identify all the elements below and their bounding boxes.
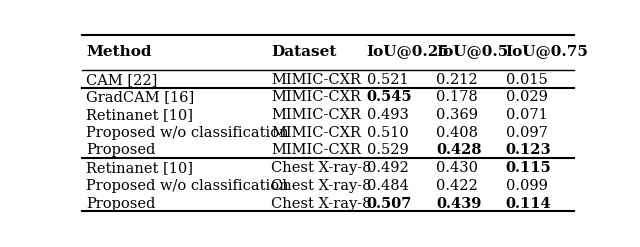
Text: MIMIC-CXR: MIMIC-CXR: [271, 126, 361, 140]
Text: 0.115: 0.115: [506, 161, 551, 175]
Text: MIMIC-CXR: MIMIC-CXR: [271, 73, 361, 87]
Text: 0.212: 0.212: [436, 73, 477, 87]
Text: IoU@0.75: IoU@0.75: [506, 44, 588, 59]
Text: Retinanet [10]: Retinanet [10]: [86, 108, 193, 122]
Text: 0.114: 0.114: [506, 197, 551, 210]
Text: Chest X-ray-8: Chest X-ray-8: [271, 161, 371, 175]
Text: 0.529: 0.529: [367, 144, 408, 157]
Text: Dataset: Dataset: [271, 44, 337, 59]
Text: IoU@0.5: IoU@0.5: [436, 44, 508, 59]
Text: 0.369: 0.369: [436, 108, 478, 122]
Text: 0.422: 0.422: [436, 179, 478, 193]
Text: MIMIC-CXR: MIMIC-CXR: [271, 90, 361, 104]
Text: Proposed w/o classification: Proposed w/o classification: [86, 126, 289, 140]
Text: GradCAM [16]: GradCAM [16]: [86, 90, 194, 104]
Text: 0.510: 0.510: [367, 126, 408, 140]
Text: 0.493: 0.493: [367, 108, 408, 122]
Text: 0.507: 0.507: [367, 197, 412, 210]
Text: IoU@0.25: IoU@0.25: [367, 44, 449, 59]
Text: 0.439: 0.439: [436, 197, 481, 210]
Text: 0.015: 0.015: [506, 73, 547, 87]
Text: 0.071: 0.071: [506, 108, 547, 122]
Text: MIMIC-CXR: MIMIC-CXR: [271, 108, 361, 122]
Text: 0.099: 0.099: [506, 179, 547, 193]
Text: Retinanet [10]: Retinanet [10]: [86, 161, 193, 175]
Text: 0.545: 0.545: [367, 90, 412, 104]
Text: 0.123: 0.123: [506, 144, 551, 157]
Text: 0.029: 0.029: [506, 90, 547, 104]
Text: Chest X-ray-8: Chest X-ray-8: [271, 179, 371, 193]
Text: 0.428: 0.428: [436, 144, 482, 157]
Text: 0.097: 0.097: [506, 126, 547, 140]
Text: Proposed: Proposed: [86, 197, 156, 210]
Text: CAM [22]: CAM [22]: [86, 73, 157, 87]
Text: Method: Method: [86, 44, 152, 59]
Text: 0.178: 0.178: [436, 90, 478, 104]
Text: Proposed w/o classification: Proposed w/o classification: [86, 179, 289, 193]
Text: 0.484: 0.484: [367, 179, 408, 193]
Text: Proposed: Proposed: [86, 144, 156, 157]
Text: 0.521: 0.521: [367, 73, 408, 87]
Text: MIMIC-CXR: MIMIC-CXR: [271, 144, 361, 157]
Text: 0.492: 0.492: [367, 161, 408, 175]
Text: Chest X-ray-8: Chest X-ray-8: [271, 197, 371, 210]
Text: 0.430: 0.430: [436, 161, 478, 175]
Text: 0.408: 0.408: [436, 126, 478, 140]
